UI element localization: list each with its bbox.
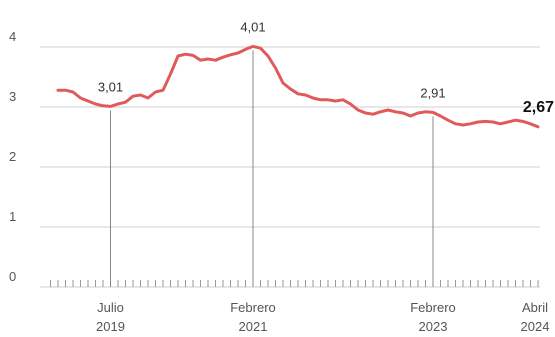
annotation-label: 3,01	[98, 79, 123, 94]
grid-lines	[40, 46, 540, 288]
series-line	[56, 44, 540, 129]
x-axis-labels: Julio 2019 Febrero 2021 Febrero 2023 Abril 2024	[96, 300, 549, 334]
y-tick-label: 3	[9, 89, 16, 104]
x-axis	[50, 280, 539, 287]
annotation-label: 4,01	[240, 19, 265, 34]
x-tick-label-month: Febrero	[230, 300, 276, 315]
annotation-label: 2,67	[523, 99, 554, 116]
annotation-lines	[110, 50, 434, 287]
y-axis-ticks: 0 1 2 3 4	[9, 29, 16, 284]
y-tick-label: 4	[9, 29, 16, 44]
x-tick-label-year: 2024	[521, 319, 550, 334]
y-tick-label: 2	[9, 149, 16, 164]
x-tick-label-year: 2021	[239, 319, 268, 334]
x-tick-label-year: 2019	[96, 319, 125, 334]
x-tick-label-month: Febrero	[410, 300, 456, 315]
y-tick-label: 1	[9, 209, 16, 224]
x-tick-label-month: Abril	[522, 300, 548, 315]
x-tick-label-year: 2023	[419, 319, 448, 334]
y-tick-label: 0	[9, 269, 16, 284]
annotation-label: 2,91	[420, 85, 445, 100]
x-tick-label-month: Julio	[97, 300, 124, 315]
series-layer	[56, 44, 540, 129]
annotations: 3,01 4,01 2,91 2,67	[98, 19, 554, 115]
